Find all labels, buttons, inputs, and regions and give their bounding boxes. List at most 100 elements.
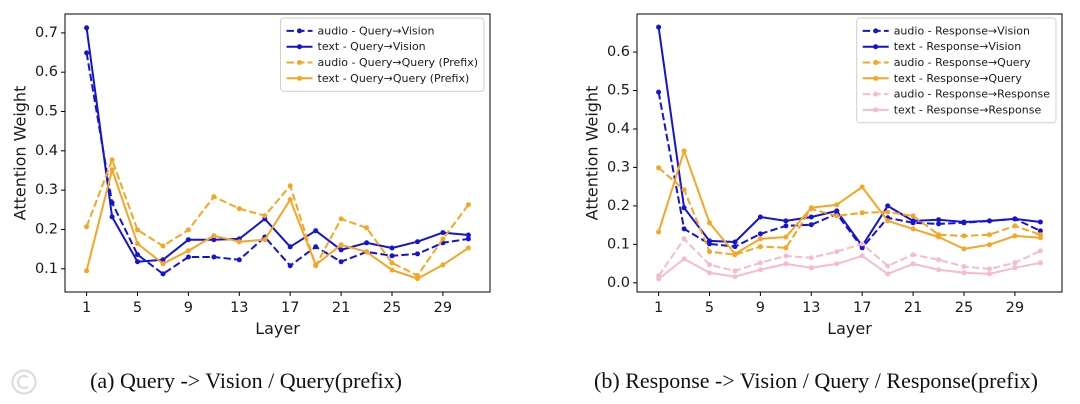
data-point bbox=[1037, 235, 1043, 241]
data-point bbox=[987, 266, 992, 272]
x-tick-label: 29 bbox=[434, 300, 452, 316]
x-tick-label: 21 bbox=[904, 300, 922, 316]
legend-entry: audio - Query→Query (Prefix) bbox=[286, 56, 478, 69]
data-point bbox=[389, 267, 395, 273]
data-point bbox=[287, 263, 293, 269]
data-point bbox=[757, 260, 763, 266]
data-point bbox=[732, 268, 738, 274]
x-tick-label: 9 bbox=[184, 300, 193, 316]
data-point bbox=[185, 248, 191, 254]
data-point bbox=[936, 234, 942, 240]
data-point bbox=[185, 227, 191, 233]
series-line bbox=[657, 26, 1041, 247]
x-tick-label: 9 bbox=[756, 300, 765, 316]
data-point bbox=[732, 244, 738, 250]
data-point bbox=[109, 157, 115, 163]
watermark-logo-icon bbox=[11, 369, 37, 395]
legend-entry: audio - Response→Response bbox=[862, 88, 1051, 101]
data-point bbox=[859, 241, 865, 247]
caption-a: (a) Query -> Vision / Query(prefix) bbox=[90, 368, 402, 393]
x-tick-label: 13 bbox=[230, 300, 248, 316]
data-point bbox=[211, 254, 217, 260]
data-point bbox=[1012, 216, 1018, 222]
data-point bbox=[783, 253, 789, 259]
y-tick-label: 0.3 bbox=[607, 159, 630, 175]
x-tick-label: 17 bbox=[853, 300, 871, 316]
data-point bbox=[656, 165, 662, 171]
data-point bbox=[465, 236, 471, 242]
legend-label: audio - Query→Vision bbox=[318, 24, 435, 37]
data-point bbox=[656, 89, 662, 95]
data-point bbox=[465, 245, 471, 251]
data-point bbox=[757, 244, 763, 250]
data-point bbox=[783, 261, 789, 267]
data-point bbox=[1037, 219, 1043, 225]
data-point bbox=[681, 226, 687, 232]
data-point bbox=[936, 221, 942, 227]
legend-marker bbox=[297, 60, 302, 65]
data-point bbox=[656, 24, 662, 30]
data-point bbox=[160, 257, 166, 263]
x-tick-label: 13 bbox=[802, 300, 820, 316]
data-point bbox=[236, 206, 242, 212]
data-point bbox=[783, 223, 789, 229]
series-line bbox=[85, 27, 469, 263]
legend-entry: audio - Query→Vision bbox=[286, 24, 435, 37]
data-point bbox=[236, 239, 242, 245]
data-point bbox=[135, 259, 140, 265]
data-point bbox=[707, 249, 712, 255]
data-point bbox=[834, 213, 840, 219]
data-point bbox=[135, 252, 140, 258]
data-point bbox=[885, 218, 891, 224]
data-point bbox=[440, 230, 446, 236]
legend-marker bbox=[873, 60, 879, 65]
legend-entry: audio - Response→Vision bbox=[862, 24, 1030, 37]
y-tick-label: 0.0 bbox=[607, 275, 630, 291]
data-point bbox=[262, 237, 268, 243]
series-line bbox=[657, 167, 1041, 256]
data-point bbox=[313, 244, 319, 250]
legend-label: audio - Response→Response bbox=[894, 88, 1051, 101]
data-point bbox=[707, 270, 712, 276]
data-point bbox=[287, 183, 293, 189]
series-line bbox=[85, 168, 469, 280]
legend-marker bbox=[297, 75, 302, 81]
legend-marker bbox=[297, 28, 302, 34]
data-point bbox=[236, 257, 242, 263]
data-point bbox=[910, 261, 916, 267]
data-point bbox=[834, 208, 840, 214]
data-point bbox=[859, 210, 865, 216]
data-point bbox=[185, 237, 191, 243]
data-point bbox=[808, 214, 814, 220]
x-tick-label: 25 bbox=[383, 300, 401, 316]
series-line bbox=[657, 91, 1041, 249]
data-point bbox=[707, 262, 712, 268]
data-point bbox=[109, 214, 115, 220]
data-point bbox=[910, 252, 916, 258]
data-point bbox=[808, 222, 814, 228]
data-point bbox=[440, 262, 446, 268]
data-point bbox=[808, 205, 814, 211]
data-point bbox=[313, 228, 319, 234]
chart-b: 1 5 9 13 17 21 25 29 0.0 0.1 0.2 0.3 0.4 0.5 0.6 Layer A… bbox=[583, 13, 1063, 338]
series-text-response-to-response bbox=[656, 253, 1043, 282]
legend-label: text - Query→Query (Prefix) bbox=[318, 72, 470, 85]
data-point bbox=[834, 202, 840, 208]
x-tick-label: 5 bbox=[705, 300, 714, 316]
data-point bbox=[732, 274, 738, 280]
y-tick-label: 0.5 bbox=[35, 104, 58, 120]
y-tick-label: 0.4 bbox=[607, 121, 630, 137]
plot-area bbox=[656, 24, 1043, 282]
data-point bbox=[808, 265, 814, 271]
data-point bbox=[757, 231, 763, 237]
series-line bbox=[657, 149, 1041, 255]
legend-entry: text - Query→Query (Prefix) bbox=[286, 72, 470, 85]
data-point bbox=[910, 218, 916, 224]
data-point bbox=[681, 148, 687, 154]
x-tick-label: 1 bbox=[654, 300, 663, 316]
y-tick-label: 0.2 bbox=[35, 222, 58, 238]
legend-entry: text - Query→Vision bbox=[286, 40, 426, 53]
data-point bbox=[656, 276, 662, 282]
data-point bbox=[936, 217, 942, 223]
